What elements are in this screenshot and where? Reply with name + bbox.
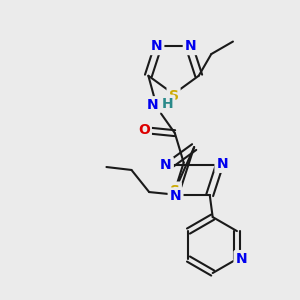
Text: S: S — [169, 88, 178, 103]
Text: H: H — [162, 97, 173, 111]
Text: N: N — [170, 190, 182, 203]
Text: N: N — [217, 157, 228, 171]
Text: N: N — [151, 39, 162, 53]
Text: O: O — [138, 123, 150, 137]
Text: N: N — [185, 39, 197, 53]
Text: N: N — [236, 252, 247, 266]
Text: S: S — [170, 184, 180, 198]
Text: N: N — [147, 98, 159, 112]
Text: N: N — [160, 158, 172, 172]
